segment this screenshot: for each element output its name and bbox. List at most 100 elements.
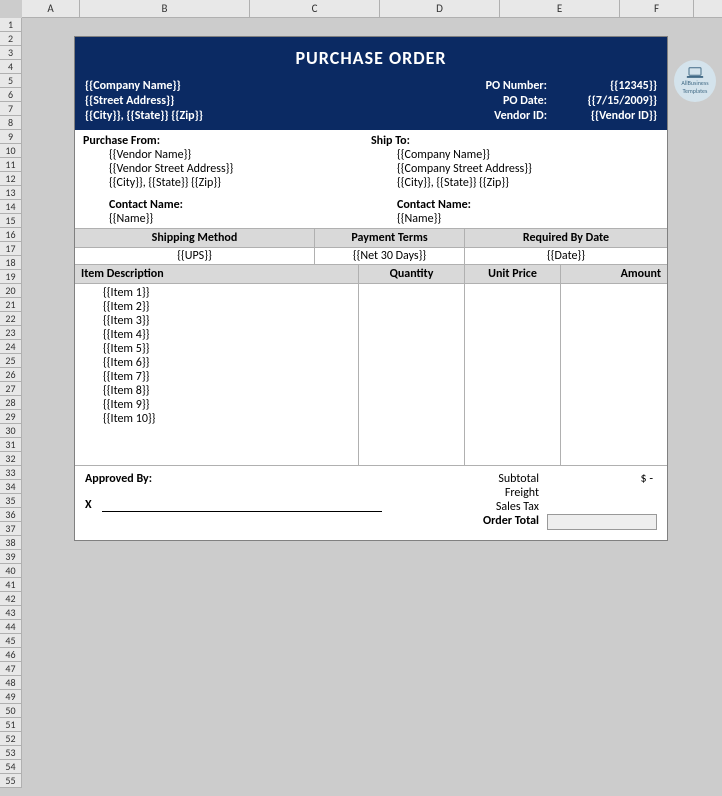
row-header[interactable]: 39 xyxy=(0,550,21,564)
item-description-col: {{Item 1}}{{Item 2}}{{Item 3}}{{Item 4}}… xyxy=(75,284,359,465)
shipping-method-value: {{UPS}} xyxy=(75,248,315,264)
row-header[interactable]: 31 xyxy=(0,438,21,452)
row-header[interactable]: 37 xyxy=(0,522,21,536)
row-header[interactable]: 12 xyxy=(0,172,21,186)
row-header[interactable]: 3 xyxy=(0,46,21,60)
col-header-a[interactable]: A xyxy=(22,0,80,17)
po-header: PURCHASE ORDER {{Company Name}} {{Street… xyxy=(75,37,667,130)
item-row: {{Item 7}} xyxy=(81,370,352,384)
row-header[interactable]: 8 xyxy=(0,116,21,130)
row-header[interactable]: 48 xyxy=(0,676,21,690)
unit-price-header: Unit Price xyxy=(465,265,561,283)
row-header[interactable]: 38 xyxy=(0,536,21,550)
row-header[interactable]: 43 xyxy=(0,606,21,620)
row-header[interactable]: 25 xyxy=(0,354,21,368)
watermark-badge: AllBusiness Templates xyxy=(674,60,716,102)
row-header[interactable]: 54 xyxy=(0,760,21,774)
row-header[interactable]: 28 xyxy=(0,396,21,410)
row-header[interactable]: 30 xyxy=(0,424,21,438)
row-header[interactable]: 17 xyxy=(0,242,21,256)
row-header[interactable]: 9 xyxy=(0,130,21,144)
payment-terms-value: {{Net 30 Days}} xyxy=(315,248,465,264)
row-header[interactable]: 44 xyxy=(0,620,21,634)
row-header[interactable]: 18 xyxy=(0,256,21,270)
watermark-bottom: Templates xyxy=(683,87,708,95)
company-citystate: {{City}}, {{State}} {{Zip}} xyxy=(85,109,203,124)
company-name: {{Company Name}} xyxy=(85,79,203,94)
vendor-id-label: Vendor ID: xyxy=(469,109,547,124)
row-header[interactable]: 45 xyxy=(0,634,21,648)
row-header[interactable]: 6 xyxy=(0,88,21,102)
pf-contact-label: Contact Name: xyxy=(83,198,371,212)
row-header[interactable]: 19 xyxy=(0,270,21,284)
col-header-f[interactable]: F xyxy=(620,0,694,17)
quantity-header: Quantity xyxy=(359,265,465,283)
freight-label: Freight xyxy=(382,486,547,500)
item-row: {{Item 5}} xyxy=(81,342,352,356)
row-header[interactable]: 7 xyxy=(0,102,21,116)
row-header[interactable]: 15 xyxy=(0,214,21,228)
po-meta: PO Number:{{12345}} PO Date:{{7/15/2009}… xyxy=(469,79,657,124)
row-header[interactable]: 50 xyxy=(0,704,21,718)
st-contact-label: Contact Name: xyxy=(371,198,659,212)
col-header-c[interactable]: C xyxy=(250,0,380,17)
st-contact: {{Name}} xyxy=(371,212,659,226)
row-header[interactable]: 46 xyxy=(0,648,21,662)
st-company: {{Company Name}} xyxy=(371,148,659,162)
row-header[interactable]: 49 xyxy=(0,690,21,704)
po-title: PURCHASE ORDER xyxy=(85,43,657,79)
row-headers: 1234567891011121314151617181920212223242… xyxy=(0,18,22,788)
row-header[interactable]: 40 xyxy=(0,564,21,578)
row-header[interactable]: 41 xyxy=(0,578,21,592)
worksheet-area[interactable]: PURCHASE ORDER {{Company Name}} {{Street… xyxy=(22,18,722,796)
col-header-e[interactable]: E xyxy=(500,0,620,17)
row-header[interactable]: 42 xyxy=(0,592,21,606)
row-header[interactable]: 11 xyxy=(0,158,21,172)
row-header[interactable]: 33 xyxy=(0,466,21,480)
item-row: {{Item 2}} xyxy=(81,300,352,314)
vendor-name: {{Vendor Name}} xyxy=(83,148,371,162)
items-header: Item Description Quantity Unit Price Amo… xyxy=(75,265,667,284)
item-row: {{Item 1}} xyxy=(81,286,352,300)
row-header[interactable]: 24 xyxy=(0,340,21,354)
item-row: {{Item 8}} xyxy=(81,384,352,398)
ship-to-col: Ship To: {{Company Name}} {{Company Stre… xyxy=(371,134,659,226)
row-header[interactable]: 51 xyxy=(0,718,21,732)
row-header[interactable]: 10 xyxy=(0,144,21,158)
row-header[interactable]: 1 xyxy=(0,18,21,32)
salestax-label: Sales Tax xyxy=(382,500,547,514)
row-header[interactable]: 13 xyxy=(0,186,21,200)
row-header[interactable]: 55 xyxy=(0,774,21,788)
row-header[interactable]: 5 xyxy=(0,74,21,88)
po-number-label: PO Number: xyxy=(469,79,547,94)
terms-header-band: Shipping Method Payment Terms Required B… xyxy=(75,228,667,248)
row-header[interactable]: 16 xyxy=(0,228,21,242)
col-header-b[interactable]: B xyxy=(80,0,250,17)
row-header[interactable]: 32 xyxy=(0,452,21,466)
po-date-value: {{7/15/2009}} xyxy=(565,94,657,109)
row-header[interactable]: 14 xyxy=(0,200,21,214)
row-header[interactable]: 36 xyxy=(0,508,21,522)
purchase-from-col: Purchase From: {{Vendor Name}} {{Vendor … xyxy=(83,134,371,226)
item-row: {{Item 3}} xyxy=(81,314,352,328)
row-header[interactable]: 29 xyxy=(0,410,21,424)
row-header[interactable]: 2 xyxy=(0,32,21,46)
unit-price-col xyxy=(465,284,561,465)
row-header[interactable]: 27 xyxy=(0,382,21,396)
row-header[interactable]: 53 xyxy=(0,746,21,760)
item-row: {{Item 4}} xyxy=(81,328,352,342)
subtotal-value: $ - xyxy=(547,472,657,486)
row-header[interactable]: 20 xyxy=(0,284,21,298)
row-header[interactable]: 52 xyxy=(0,732,21,746)
vendor-citystate: {{City}}, {{State}} {{Zip}} xyxy=(83,176,371,190)
row-header[interactable]: 22 xyxy=(0,312,21,326)
row-header[interactable]: 26 xyxy=(0,368,21,382)
row-header[interactable]: 34 xyxy=(0,480,21,494)
row-header[interactable]: 47 xyxy=(0,662,21,676)
row-header[interactable]: 4 xyxy=(0,60,21,74)
row-header[interactable]: 21 xyxy=(0,298,21,312)
totals-section: Approved By: X Subtotal$ - Freight Sales… xyxy=(75,466,667,540)
col-header-d[interactable]: D xyxy=(380,0,500,17)
row-header[interactable]: 23 xyxy=(0,326,21,340)
row-header[interactable]: 35 xyxy=(0,494,21,508)
